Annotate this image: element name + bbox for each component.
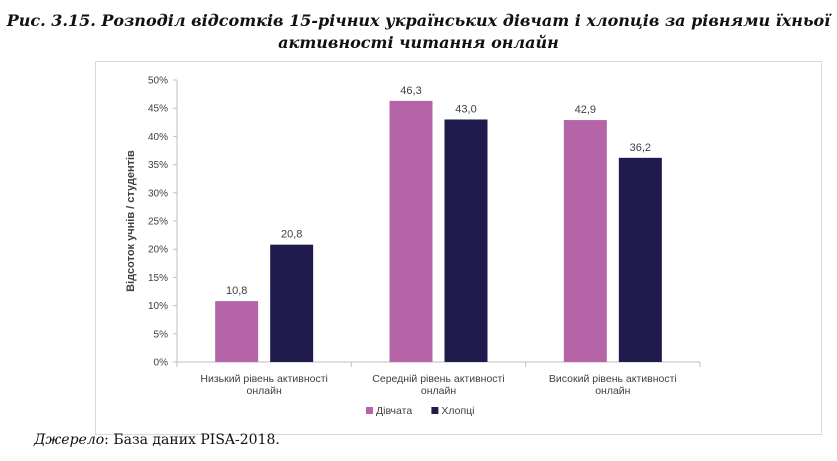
x-tick-label: онлайн	[247, 385, 282, 397]
x-tick-label: онлайн	[421, 385, 456, 397]
bar-boys	[270, 244, 314, 362]
chart-frame	[95, 61, 822, 435]
bar-boys	[618, 157, 662, 362]
y-tick-label: 15%	[148, 273, 168, 284]
legend-label: Дівчата	[376, 405, 412, 417]
figure-title-line-1: Рис. 3.15. Розподіл відсотків 15-річних …	[6, 11, 831, 30]
y-tick-label: 5%	[154, 329, 169, 340]
data-label: 20,8	[281, 229, 302, 241]
legend-label: Хлопці	[441, 405, 474, 417]
source-note: Джерело: База даних PISA-2018.	[34, 432, 280, 448]
legend-swatch	[431, 407, 439, 414]
y-tick-label: 40%	[148, 132, 168, 143]
bar-chart: 0% 5% 10% 15% 20% 25% 30% 35% 40% 45% 50% Відсоток …	[125, 76, 701, 417]
y-tick-label: 20%	[148, 245, 168, 256]
data-label: 46,3	[400, 85, 421, 97]
x-tick-label: Низький рівень активності	[200, 373, 327, 385]
y-tick-label: 50%	[148, 76, 168, 87]
x-tick-label: Високий рівень активності	[549, 373, 677, 385]
y-tick-label: 30%	[148, 188, 168, 199]
bar-girls	[215, 301, 259, 362]
bar-girls	[389, 100, 433, 363]
data-label: 43,0	[455, 103, 476, 115]
data-label: 10,8	[226, 285, 247, 297]
x-tick-label: онлайн	[595, 385, 630, 397]
legend-swatch	[366, 407, 373, 414]
y-tick-label: 25%	[148, 217, 168, 228]
data-label: 36,2	[630, 142, 651, 154]
source-label: Джерело	[34, 432, 105, 448]
bar-girls	[563, 120, 607, 362]
figure-title-line-2: активності читання онлайн	[278, 33, 559, 52]
y-axis-title: Відсоток учнів / студентів	[125, 150, 137, 292]
source-text: : База даних PISA-2018.	[104, 432, 280, 448]
bar-boys	[444, 119, 488, 362]
x-tick-label: Середній рівень активності	[372, 373, 504, 385]
data-label: 42,9	[575, 104, 596, 116]
y-tick-label: 35%	[148, 160, 168, 171]
y-tick-label: 45%	[148, 104, 168, 115]
figure-title: Рис. 3.15. Розподіл відсотків 15-річних …	[0, 10, 837, 54]
y-tick-label: 0%	[154, 358, 169, 369]
y-tick-label: 10%	[148, 301, 168, 312]
